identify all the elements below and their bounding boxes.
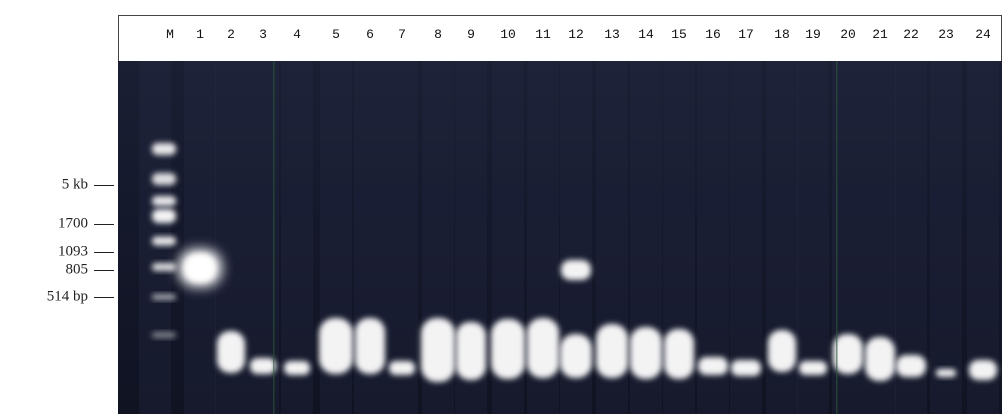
size-marker-label: 514 bp: [46, 288, 88, 305]
gel-lane: [797, 61, 829, 414]
gel-band: [833, 334, 863, 374]
gel-band: [560, 334, 592, 378]
gel-lane: [930, 61, 962, 414]
lane-label-22: 22: [903, 27, 919, 42]
gel-artifact-line: [273, 61, 275, 414]
gel-band: [152, 196, 176, 206]
size-marker-label: 1700: [58, 215, 88, 232]
gel-band: [355, 318, 385, 374]
gel-band: [527, 318, 559, 378]
lane-header: [118, 15, 1002, 61]
lane-label-24: 24: [975, 27, 991, 42]
lane-label-13: 13: [604, 27, 620, 42]
gel-lane: [697, 61, 729, 414]
gel-band: [698, 357, 728, 375]
size-marker-tick: [94, 270, 114, 271]
lane-label-8: 8: [434, 27, 442, 42]
lane-label-17: 17: [738, 27, 754, 42]
lane-label-19: 19: [805, 27, 821, 42]
gel-band: [768, 330, 796, 372]
gel-band: [731, 360, 761, 376]
size-marker-label: 1093: [58, 243, 88, 260]
lane-label-23: 23: [938, 27, 954, 42]
size-marker-tick: [94, 297, 114, 298]
lane-label-1: 1: [196, 27, 204, 42]
gel-band: [896, 355, 926, 377]
gel-band: [152, 143, 176, 155]
lane-label-12: 12: [568, 27, 584, 42]
gel-lane: [281, 61, 313, 414]
gel-artifact-line: [836, 61, 838, 414]
gel-lane: [967, 61, 999, 414]
gel-band: [152, 294, 176, 300]
gel-band: [865, 337, 895, 381]
lane-label-18: 18: [774, 27, 790, 42]
lane-label-9: 9: [467, 27, 475, 42]
lane-label-5: 5: [332, 27, 340, 42]
lane-label-11: 11: [535, 27, 551, 42]
lane-label-15: 15: [671, 27, 687, 42]
lane-label-3: 3: [259, 27, 267, 42]
gel-image: [118, 61, 1002, 414]
lane-label-6: 6: [366, 27, 374, 42]
gel-band: [185, 254, 215, 282]
size-marker-tick: [94, 224, 114, 225]
lane-label-14: 14: [638, 27, 654, 42]
gel-band: [630, 327, 662, 379]
gel-band: [596, 324, 628, 378]
gel-band: [491, 319, 525, 379]
size-marker-tick: [94, 185, 114, 186]
gel-band: [284, 361, 310, 375]
gel-lane: [386, 61, 418, 414]
gel-lane: [730, 61, 762, 414]
gel-band: [152, 209, 176, 223]
gel-band: [664, 329, 694, 379]
gel-band: [152, 173, 176, 185]
gel-band: [389, 361, 415, 375]
lane-label-M: M: [166, 27, 174, 42]
gel-lane: [184, 61, 216, 414]
size-marker-label: 5 kb: [61, 176, 88, 193]
lane-label-2: 2: [227, 27, 235, 42]
gel-band: [217, 331, 245, 373]
gel-band: [456, 322, 486, 380]
lane-label-4: 4: [293, 27, 301, 42]
gel-band: [250, 358, 276, 374]
gel-band: [152, 236, 176, 246]
gel-band: [152, 263, 176, 271]
gel-band: [561, 260, 591, 280]
lane-label-21: 21: [872, 27, 888, 42]
size-marker-tick: [94, 252, 114, 253]
gel-band: [969, 360, 997, 380]
gel-band: [421, 318, 455, 382]
lane-label-20: 20: [840, 27, 856, 42]
gel-band: [799, 361, 827, 375]
gel-band: [319, 318, 353, 374]
lane-label-16: 16: [705, 27, 721, 42]
gel-bands: [139, 61, 999, 414]
gel-band: [936, 369, 956, 377]
gel-band: [152, 332, 176, 338]
lane-label-10: 10: [500, 27, 516, 42]
lane-label-7: 7: [398, 27, 406, 42]
size-marker-label: 805: [65, 261, 89, 278]
